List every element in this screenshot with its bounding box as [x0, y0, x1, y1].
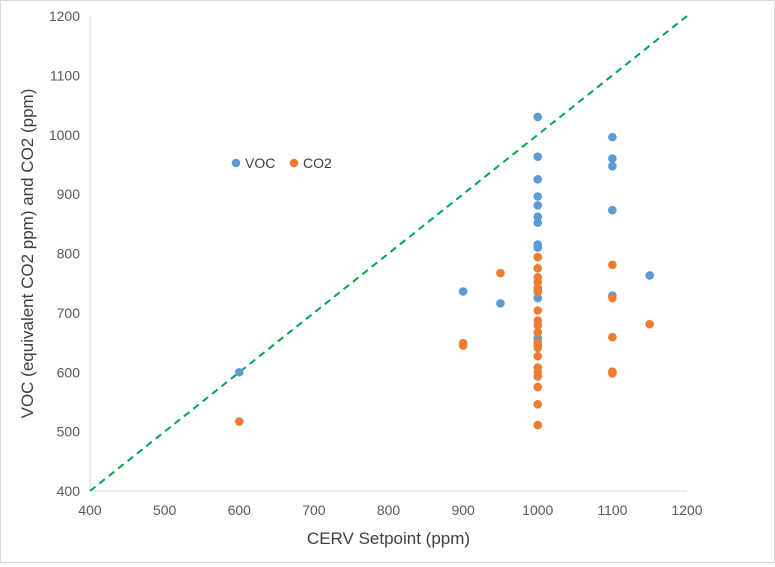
- voc-point: [496, 299, 505, 308]
- y-tick-label: 1000: [49, 127, 80, 143]
- co2-point: [533, 287, 543, 297]
- y-tick-label: 500: [57, 424, 81, 440]
- co2-point: [533, 351, 543, 361]
- co2-point: [645, 319, 654, 329]
- voc-point: [533, 212, 543, 221]
- legend: VOC CO2: [231, 155, 332, 171]
- co2-point: [496, 268, 505, 278]
- y-tick-label: 900: [57, 186, 81, 202]
- voc-legend-marker: [231, 158, 241, 168]
- x-tick-label: 600: [228, 502, 252, 518]
- tick-labels: 400 500 600 700 800 900 1000 1100 1200 400 500 600 7…: [49, 8, 703, 518]
- co2-point: [533, 382, 543, 392]
- x-tick-label: 800: [377, 502, 401, 518]
- co2-series: [234, 252, 654, 430]
- y-axis-title: VOC (equivalent CO2 ppm) and CO2 (ppm): [18, 89, 37, 419]
- voc-point: [608, 161, 617, 171]
- co2-point: [234, 417, 244, 426]
- x-tick-label: 400: [78, 502, 102, 518]
- co2-point: [533, 306, 543, 315]
- x-tick-label: 900: [451, 502, 475, 518]
- voc-point: [533, 152, 543, 162]
- co2-point: [533, 252, 543, 262]
- voc-point: [533, 293, 543, 303]
- y-tick-label: 400: [57, 483, 81, 499]
- x-tick-label: 1100: [597, 502, 627, 518]
- reference-diagonal-line: [89, 15, 688, 492]
- y-tick-label: 600: [57, 364, 81, 380]
- co2-point: [533, 400, 543, 409]
- co2-point: [533, 420, 543, 430]
- co2-point: [533, 321, 543, 330]
- co2-point: [608, 369, 617, 378]
- voc-point: [533, 174, 543, 184]
- co2-point: [533, 277, 543, 287]
- co2-point: [533, 264, 543, 273]
- co2-point: [533, 343, 543, 353]
- voc-point: [533, 192, 543, 201]
- x-tick-label: 1000: [522, 502, 553, 518]
- voc-point: [458, 287, 468, 296]
- voc-point: [533, 243, 543, 252]
- voc-point: [645, 271, 654, 280]
- y-tick-label: 800: [57, 246, 81, 262]
- co2-point: [608, 293, 617, 303]
- co2-legend-marker: [289, 158, 299, 168]
- co2-point: [608, 332, 617, 342]
- voc-point: [533, 112, 543, 122]
- co2-point: [608, 260, 617, 270]
- voc-point: [608, 132, 617, 142]
- x-tick-label: 700: [302, 502, 326, 518]
- co2-point: [533, 372, 543, 381]
- co2-legend-label: CO2: [303, 155, 332, 171]
- co2-point: [533, 328, 543, 337]
- y-tick-label: 1200: [49, 8, 80, 24]
- axes: [89, 16, 687, 492]
- voc-series: [234, 112, 654, 377]
- x-tick-label: 1200: [671, 502, 702, 518]
- y-tick-label: 1100: [50, 67, 80, 83]
- voc-point: [608, 154, 617, 163]
- y-tick-label: 700: [57, 305, 81, 321]
- voc-legend-label: VOC: [245, 155, 275, 171]
- x-tick-label: 500: [153, 502, 177, 518]
- voc-point: [608, 205, 617, 215]
- voc-point: [533, 218, 543, 227]
- co2-point: [458, 341, 468, 350]
- voc-point: [533, 201, 543, 210]
- x-axis-title: CERV Setpoint (ppm): [307, 529, 470, 548]
- data-points: [234, 112, 654, 430]
- voc-point: [234, 367, 244, 377]
